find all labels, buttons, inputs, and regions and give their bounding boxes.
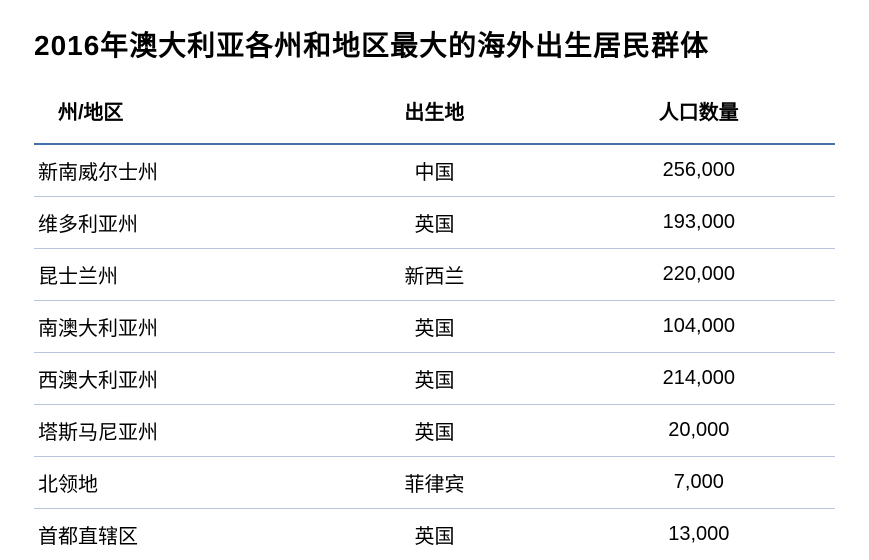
col-header-population: 人口数量 — [563, 86, 835, 144]
cell-origin: 英国 — [306, 301, 562, 353]
col-header-origin: 出生地 — [306, 86, 562, 144]
table-row: 北领地 菲律宾 7,000 — [34, 457, 835, 509]
col-header-state: 州/地区 — [34, 86, 306, 144]
cell-state: 西澳大利亚州 — [34, 353, 306, 405]
cell-origin: 英国 — [306, 197, 562, 249]
table-row: 西澳大利亚州 英国 214,000 — [34, 353, 835, 405]
cell-population: 220,000 — [563, 249, 835, 301]
cell-state: 昆士兰州 — [34, 249, 306, 301]
cell-origin: 英国 — [306, 509, 562, 560]
cell-population: 104,000 — [563, 301, 835, 353]
table-row: 维多利亚州 英国 193,000 — [34, 197, 835, 249]
cell-origin: 英国 — [306, 353, 562, 405]
cell-state: 新南威尔士州 — [34, 144, 306, 197]
cell-population: 20,000 — [563, 405, 835, 457]
table-row: 塔斯马尼亚州 英国 20,000 — [34, 405, 835, 457]
table-body: 新南威尔士州 中国 256,000 维多利亚州 英国 193,000 昆士兰州 … — [34, 144, 835, 560]
cell-state: 南澳大利亚州 — [34, 301, 306, 353]
table-row: 首都直辖区 英国 13,000 — [34, 509, 835, 560]
cell-state: 北领地 — [34, 457, 306, 509]
cell-state: 维多利亚州 — [34, 197, 306, 249]
cell-state: 首都直辖区 — [34, 509, 306, 560]
cell-population: 214,000 — [563, 353, 835, 405]
table-row: 昆士兰州 新西兰 220,000 — [34, 249, 835, 301]
cell-population: 13,000 — [563, 509, 835, 560]
cell-origin: 中国 — [306, 144, 562, 197]
cell-population: 7,000 — [563, 457, 835, 509]
table-header: 州/地区 出生地 人口数量 — [34, 86, 835, 144]
data-table: 州/地区 出生地 人口数量 新南威尔士州 中国 256,000 维多利亚州 英国… — [34, 86, 835, 560]
cell-origin: 英国 — [306, 405, 562, 457]
page-container: 2016年澳大利亚各州和地区最大的海外出生居民群体 州/地区 出生地 人口数量 … — [0, 0, 869, 560]
cell-origin: 新西兰 — [306, 249, 562, 301]
cell-origin: 菲律宾 — [306, 457, 562, 509]
cell-population: 193,000 — [563, 197, 835, 249]
cell-state: 塔斯马尼亚州 — [34, 405, 306, 457]
table-row: 南澳大利亚州 英国 104,000 — [34, 301, 835, 353]
cell-population: 256,000 — [563, 144, 835, 197]
page-title: 2016年澳大利亚各州和地区最大的海外出生居民群体 — [34, 24, 835, 64]
table-row: 新南威尔士州 中国 256,000 — [34, 144, 835, 197]
